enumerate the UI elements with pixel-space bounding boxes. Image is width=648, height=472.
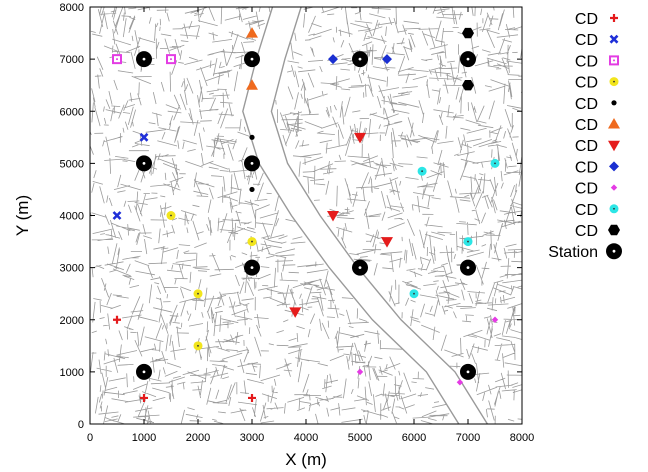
cd-marker xyxy=(409,289,419,299)
y-axis-label: Y (m) xyxy=(13,195,32,236)
y-tick-label: 5000 xyxy=(60,158,84,170)
cd-marker xyxy=(113,315,121,324)
legend-label: Station xyxy=(548,244,598,261)
cd-marker xyxy=(354,132,366,144)
legend-marker xyxy=(608,140,620,152)
station-marker xyxy=(460,363,476,380)
cd-marker xyxy=(382,54,392,65)
x-tick-label: 2000 xyxy=(186,432,210,444)
station-marker xyxy=(244,259,260,276)
legend-marker xyxy=(609,161,619,172)
legend-label: CD xyxy=(575,138,598,155)
cd-marker xyxy=(112,211,122,220)
legend-marker xyxy=(609,204,619,214)
cd-marker xyxy=(193,341,203,351)
y-tick-label: 2000 xyxy=(60,315,84,327)
cd-marker xyxy=(456,379,464,386)
cd-marker xyxy=(249,186,255,193)
legend-label: CD xyxy=(575,75,598,92)
legend-marker xyxy=(608,118,620,129)
x-tick-label: 8000 xyxy=(510,432,534,444)
cd-marker xyxy=(289,307,302,318)
legend-marker xyxy=(610,14,618,22)
legend-marker xyxy=(610,184,618,191)
cd-marker xyxy=(490,158,500,168)
legend-label: CD xyxy=(575,11,598,28)
cd-marker xyxy=(462,27,474,39)
x-tick-label: 7000 xyxy=(456,432,480,444)
cd-marker xyxy=(193,289,203,299)
cd-marker xyxy=(327,211,339,222)
y-tick-label: 3000 xyxy=(60,263,84,275)
station-marker xyxy=(136,155,152,172)
street-map-background xyxy=(90,7,522,424)
cd-marker xyxy=(166,54,176,65)
cd-marker xyxy=(417,166,427,176)
cd-marker xyxy=(140,393,148,402)
legend-marker xyxy=(609,77,619,87)
station-marker xyxy=(460,259,476,276)
cd-marker xyxy=(246,27,258,38)
x-tick-label: 0 xyxy=(87,432,93,444)
station-marker xyxy=(136,51,152,68)
legend-marker xyxy=(609,34,619,44)
x-tick-label: 6000 xyxy=(402,432,426,444)
station-marker xyxy=(352,51,368,68)
legend-marker xyxy=(606,243,622,260)
legend-label: CD xyxy=(575,159,598,176)
cd-marker xyxy=(491,316,499,323)
legend-marker xyxy=(608,224,620,236)
station-marker xyxy=(460,51,476,68)
legend-marker xyxy=(611,100,617,106)
axis-ticks: 0 1000 2000 3000 4000 5000 6000 7000 8000 0 1000 20… xyxy=(60,2,535,444)
cd-marker xyxy=(166,211,176,220)
legend-label: CD xyxy=(575,223,598,240)
cd-marker xyxy=(328,54,338,65)
x-tick-label: 3000 xyxy=(240,432,264,444)
legend-label: CD xyxy=(575,32,598,49)
legend-label: CD xyxy=(575,202,598,219)
cd-marker xyxy=(247,237,257,247)
x-tick-label: 5000 xyxy=(348,432,372,444)
y-tick-label: 8000 xyxy=(60,2,84,14)
cd-marker xyxy=(112,54,122,65)
y-tick-label: 4000 xyxy=(60,211,84,223)
legend-label: CD xyxy=(575,53,598,70)
cd-marker xyxy=(463,237,473,247)
y-tick-label: 6000 xyxy=(60,106,84,118)
y-tick-label: 7000 xyxy=(60,54,84,66)
y-tick-label: 0 xyxy=(78,419,84,431)
cd-marker xyxy=(462,80,474,91)
station-marker xyxy=(244,155,260,172)
cd-marker xyxy=(356,368,364,376)
legend-label: CD xyxy=(575,181,598,198)
cd-marker xyxy=(248,393,256,402)
x-axis-label: X (m) xyxy=(285,450,327,469)
station-marker xyxy=(352,259,368,276)
legend-label: CD xyxy=(575,117,598,134)
legend-label: CD xyxy=(575,96,598,113)
data-markers xyxy=(112,27,500,402)
y-tick-label: 1000 xyxy=(60,367,84,379)
legend-marker xyxy=(609,55,619,66)
cd-marker xyxy=(381,237,393,248)
x-tick-label: 1000 xyxy=(132,432,156,444)
cd-marker xyxy=(139,132,149,142)
x-tick-label: 4000 xyxy=(294,432,318,444)
cd-marker xyxy=(246,79,258,90)
legend: CD CD CD CD CD CD CD CD CD CD CD Station xyxy=(548,11,622,261)
station-marker xyxy=(136,363,152,380)
station-marker xyxy=(244,51,260,68)
cd-marker xyxy=(249,134,255,140)
